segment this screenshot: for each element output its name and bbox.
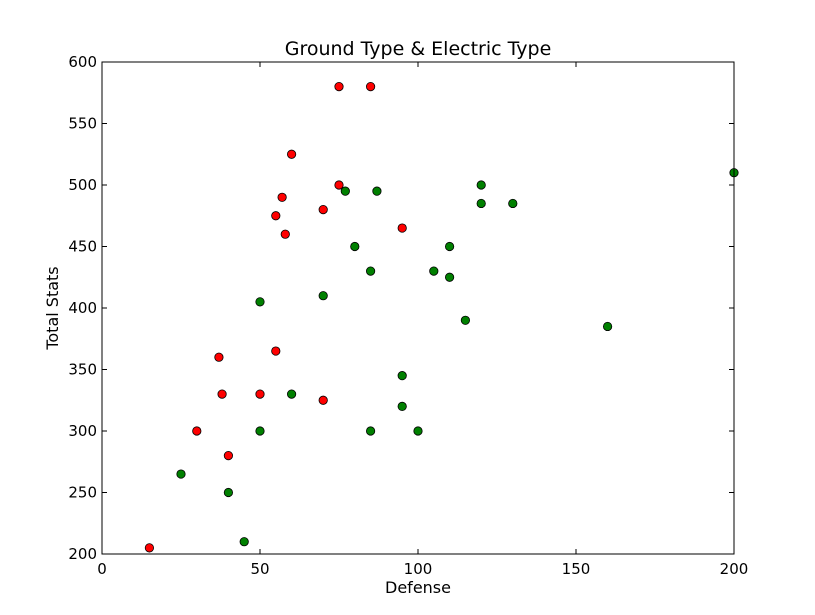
data-point-series-1-9	[365, 266, 376, 276]
data-point-series-0-2	[214, 352, 224, 362]
data-point-series-1-0	[176, 469, 186, 479]
data-point-series-1-20	[476, 198, 486, 209]
x-axis-label: Defense	[385, 578, 451, 597]
x-tick-label: 200	[720, 560, 749, 578]
data-point-series-0-3	[217, 389, 227, 399]
data-point-series-1-7	[340, 186, 350, 196]
plot-frame	[101, 61, 735, 555]
data-point-series-0-8	[277, 192, 287, 202]
data-point-series-0-14	[334, 180, 344, 190]
data-point-series-0-10	[286, 149, 297, 159]
chart-title: Ground Type & Electric Type	[285, 38, 552, 60]
y-tick-label: 500	[68, 176, 97, 194]
x-tick-label: 0	[97, 560, 107, 578]
data-point-series-1-8	[350, 241, 360, 252]
data-point-series-1-2	[239, 537, 249, 547]
data-point-series-0-0	[144, 543, 154, 553]
y-tick-label: 400	[68, 299, 97, 317]
data-point-series-0-12	[318, 395, 328, 405]
y-axis-label: Total Stats	[43, 266, 62, 350]
x-tick-label: 150	[562, 560, 591, 578]
data-point-series-1-6	[318, 291, 328, 301]
data-point-series-0-7	[271, 346, 281, 356]
data-point-series-1-5	[286, 389, 297, 399]
y-tick-label: 300	[68, 422, 97, 440]
data-point-series-1-3	[255, 297, 265, 307]
data-point-series-0-16	[397, 223, 407, 233]
data-point-series-1-10	[365, 426, 376, 436]
data-point-series-1-17	[444, 272, 455, 282]
data-point-series-1-14	[413, 426, 423, 436]
data-point-series-0-15	[365, 82, 376, 92]
y-tick-label: 600	[68, 53, 97, 71]
data-point-series-1-22	[602, 321, 613, 332]
data-point-series-1-18	[460, 315, 470, 325]
y-tick-label: 550	[68, 115, 97, 133]
data-point-series-0-5	[255, 389, 265, 399]
y-tick-label: 350	[68, 361, 97, 379]
data-point-series-1-15	[429, 266, 439, 276]
data-point-series-0-1	[192, 426, 202, 436]
y-tick-label: 450	[68, 238, 97, 256]
data-point-series-0-4	[223, 450, 233, 461]
y-tick-label: 200	[68, 545, 97, 563]
y-tick-label: 250	[68, 484, 97, 502]
data-point-series-1-16	[444, 241, 455, 252]
x-tick-label: 50	[250, 560, 269, 578]
x-tick-label: 100	[404, 560, 433, 578]
data-point-series-1-11	[372, 186, 382, 196]
data-point-series-0-9	[280, 229, 290, 239]
data-point-series-1-1	[223, 487, 233, 498]
data-point-series-1-13	[397, 401, 407, 411]
data-point-series-0-13	[334, 82, 344, 92]
data-point-series-1-19	[476, 180, 486, 190]
data-point-series-1-12	[397, 371, 407, 381]
data-point-series-1-4	[255, 426, 265, 436]
data-point-series-0-6	[271, 211, 281, 221]
data-point-series-1-21	[508, 198, 518, 209]
data-point-series-0-11	[318, 205, 328, 215]
